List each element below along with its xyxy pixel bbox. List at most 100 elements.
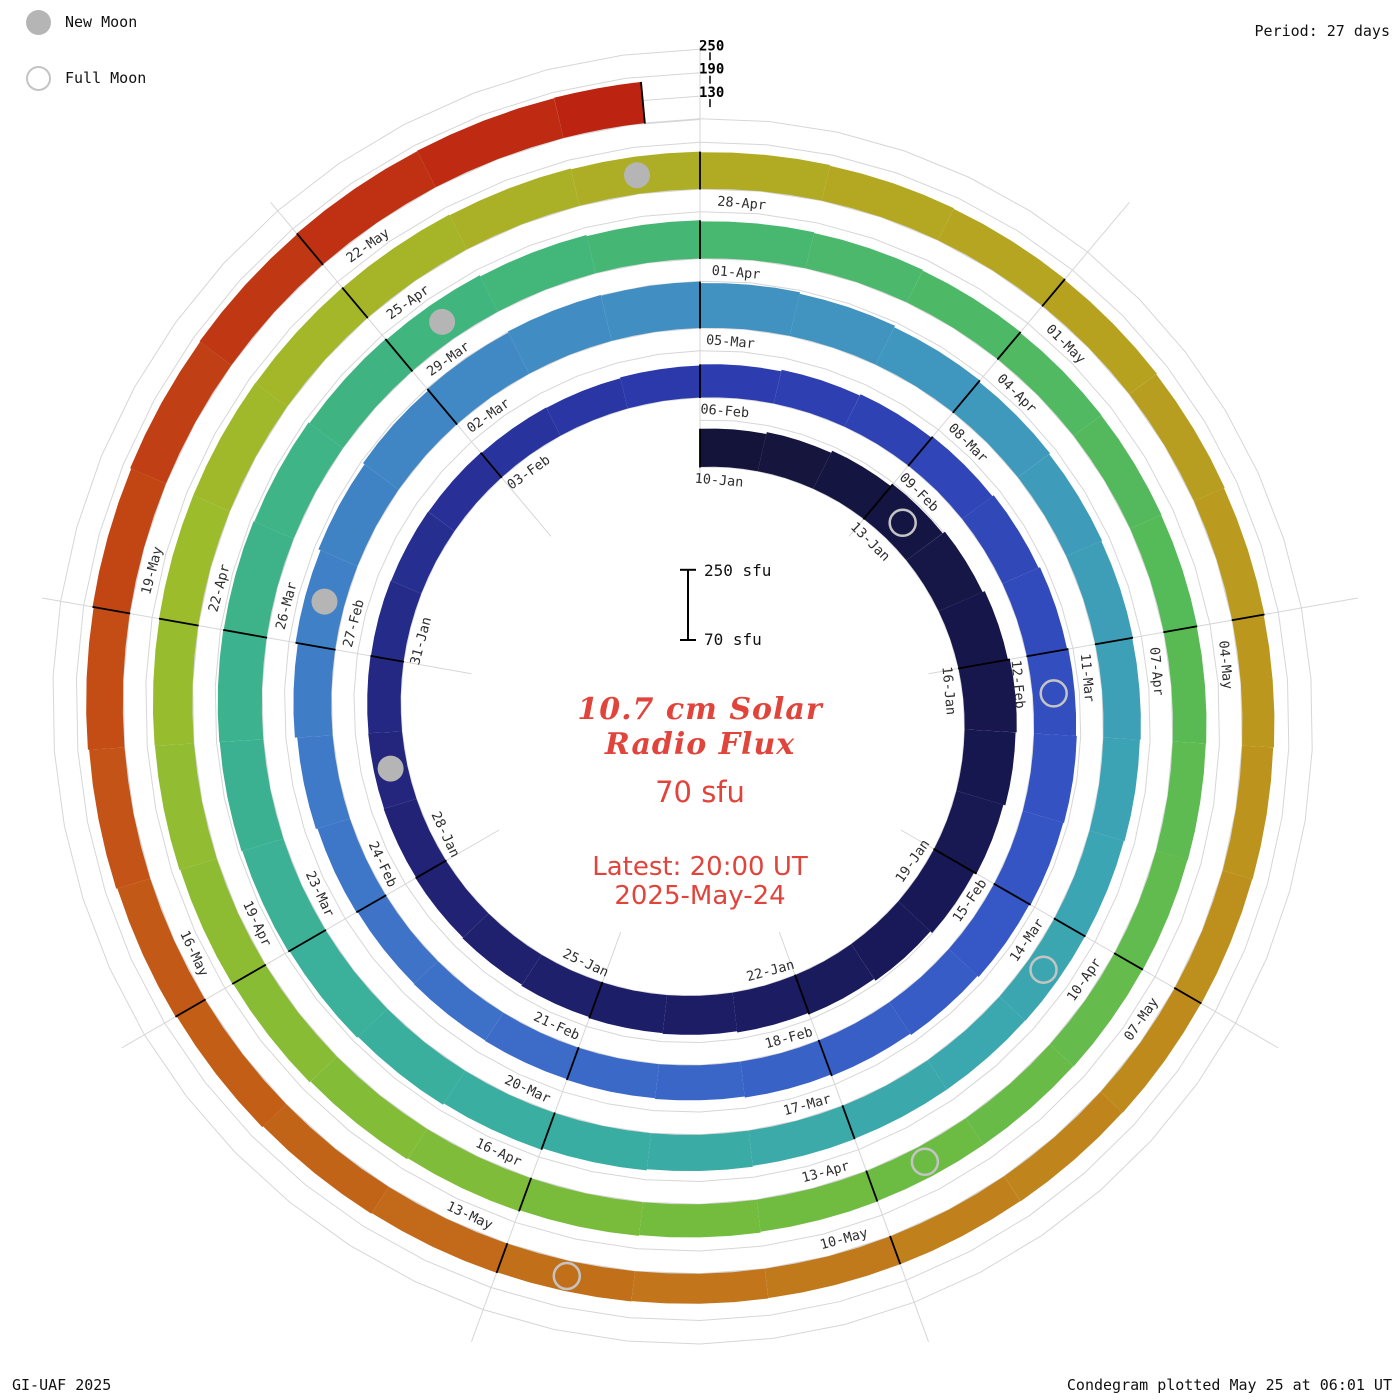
date-label: 07-Apr (1146, 646, 1166, 696)
three-day-tick (355, 894, 387, 914)
flux-day-segment (254, 422, 343, 539)
flux-day-segment (217, 629, 267, 742)
flux-day-segment (255, 287, 368, 407)
flux-day-segment (948, 883, 1030, 977)
period-label: Period: 27 days (1254, 22, 1390, 40)
flux-bars (86, 81, 1275, 1304)
credit-right: Condegram plotted May 25 at 06:01 UT (1066, 1376, 1392, 1394)
flux-day-segment (1004, 1091, 1123, 1202)
three-day-tick (1041, 278, 1066, 307)
flux-day-segment (542, 1113, 651, 1171)
flux-day-segment (1026, 649, 1076, 736)
flux-day-segment (1050, 953, 1143, 1067)
flux-day-segment (153, 618, 199, 746)
flux-day-segment (443, 1070, 555, 1150)
flux-day-segment (371, 1187, 508, 1273)
flux-day-segment (1066, 540, 1133, 645)
flux-day-segment (1089, 737, 1140, 842)
flux-day-segment (965, 1044, 1074, 1145)
flux-day-segment (1222, 745, 1274, 880)
flux-day-segment (407, 1129, 531, 1212)
three-day-tick (952, 379, 981, 414)
flux-day-segment (1156, 741, 1206, 861)
moon-markers (311, 162, 1068, 1291)
flux-day-segment (367, 655, 404, 734)
three-day-tick (933, 848, 977, 875)
flux-day-segment (413, 961, 504, 1041)
flux-day-segment (589, 982, 668, 1034)
three-day-tick (495, 1242, 509, 1274)
flux-day-segment (1022, 733, 1077, 823)
flux-day-segment (1129, 374, 1225, 501)
three-day-tick (588, 981, 604, 1019)
flux-day-segment (1100, 988, 1202, 1113)
flux-day-segment (863, 484, 943, 561)
date-label: 10-Jan (694, 471, 744, 491)
flux-day-segment (92, 468, 166, 614)
date-label: 06-Feb (700, 401, 750, 421)
flux-day-segment (417, 98, 564, 188)
three-day-tick (1173, 987, 1202, 1005)
flux-day-segment (289, 930, 388, 1038)
flux-day-segment (789, 293, 895, 365)
three-day-tick (862, 483, 894, 520)
flux-day-segment (813, 450, 892, 519)
flux-day-segment (748, 1105, 855, 1166)
radial-axis-label: 250 (699, 38, 724, 54)
legend-full-moon: Full Moon (26, 64, 146, 92)
flux-day-segment (496, 1243, 635, 1302)
flux-day-segment (318, 464, 399, 567)
flux-day-segment (805, 233, 923, 303)
flux-day-segment (821, 165, 954, 241)
three-day-tick (480, 452, 503, 479)
flux-day-segment (519, 1178, 643, 1236)
flux-day-segment (507, 295, 612, 374)
flux-day-segment (586, 220, 700, 274)
flux-day-segment (908, 436, 993, 519)
flux-day-segment (86, 607, 130, 750)
flux-day-segment (927, 996, 1025, 1090)
flux-day-segment (428, 452, 502, 532)
flux-day-segment (566, 1047, 660, 1099)
three-day-tick (1231, 613, 1265, 622)
three-day-tick (1113, 952, 1144, 971)
new-moon-marker (429, 308, 456, 335)
legend-new-moon: New Moon (26, 8, 146, 36)
flux-day-segment (554, 81, 645, 138)
three-day-tick (287, 929, 327, 953)
flux-day-segment (1054, 830, 1124, 937)
flux-day-segment (953, 381, 1051, 478)
flux-day-segment (890, 1176, 1021, 1265)
flux-day-segment (889, 948, 978, 1035)
flux-scale-bar: 250 sfu 70 sfu (680, 561, 771, 649)
flux-day-segment (176, 999, 287, 1128)
flux-day-segment (851, 901, 931, 981)
flux-day-segment (89, 747, 151, 889)
flux-day-segment (481, 407, 561, 478)
flux-day-segment (934, 790, 1004, 874)
three-day-tick (540, 1112, 556, 1151)
flux-day-segment (1174, 870, 1253, 1004)
flux-day-segment (662, 992, 738, 1035)
three-day-tick (565, 1046, 580, 1081)
flux-day-segment (357, 1008, 466, 1105)
grid-spiral (75, 72, 1290, 1322)
flux-day-segment (1095, 637, 1141, 740)
flux-day-segment (757, 432, 832, 489)
radial-axis: 250 190 130 (699, 38, 724, 108)
flux-day-segment (898, 849, 975, 933)
date-label: 28-Apr (717, 194, 767, 214)
new-moon-icon (26, 9, 51, 35)
flux-day-segment (938, 591, 1008, 669)
three-day-tick (996, 331, 1022, 361)
new-moon-marker (311, 588, 338, 615)
flux-day-segment (370, 580, 422, 662)
scale-bar-top-label: 250 sfu (704, 561, 771, 580)
flux-day-segment (427, 332, 530, 425)
flux-day-segment (546, 378, 628, 436)
flux-day-segment (732, 975, 809, 1033)
three-day-tick (175, 998, 207, 1018)
flux-day-segment (842, 1060, 947, 1139)
flux-day-segment (199, 234, 323, 366)
